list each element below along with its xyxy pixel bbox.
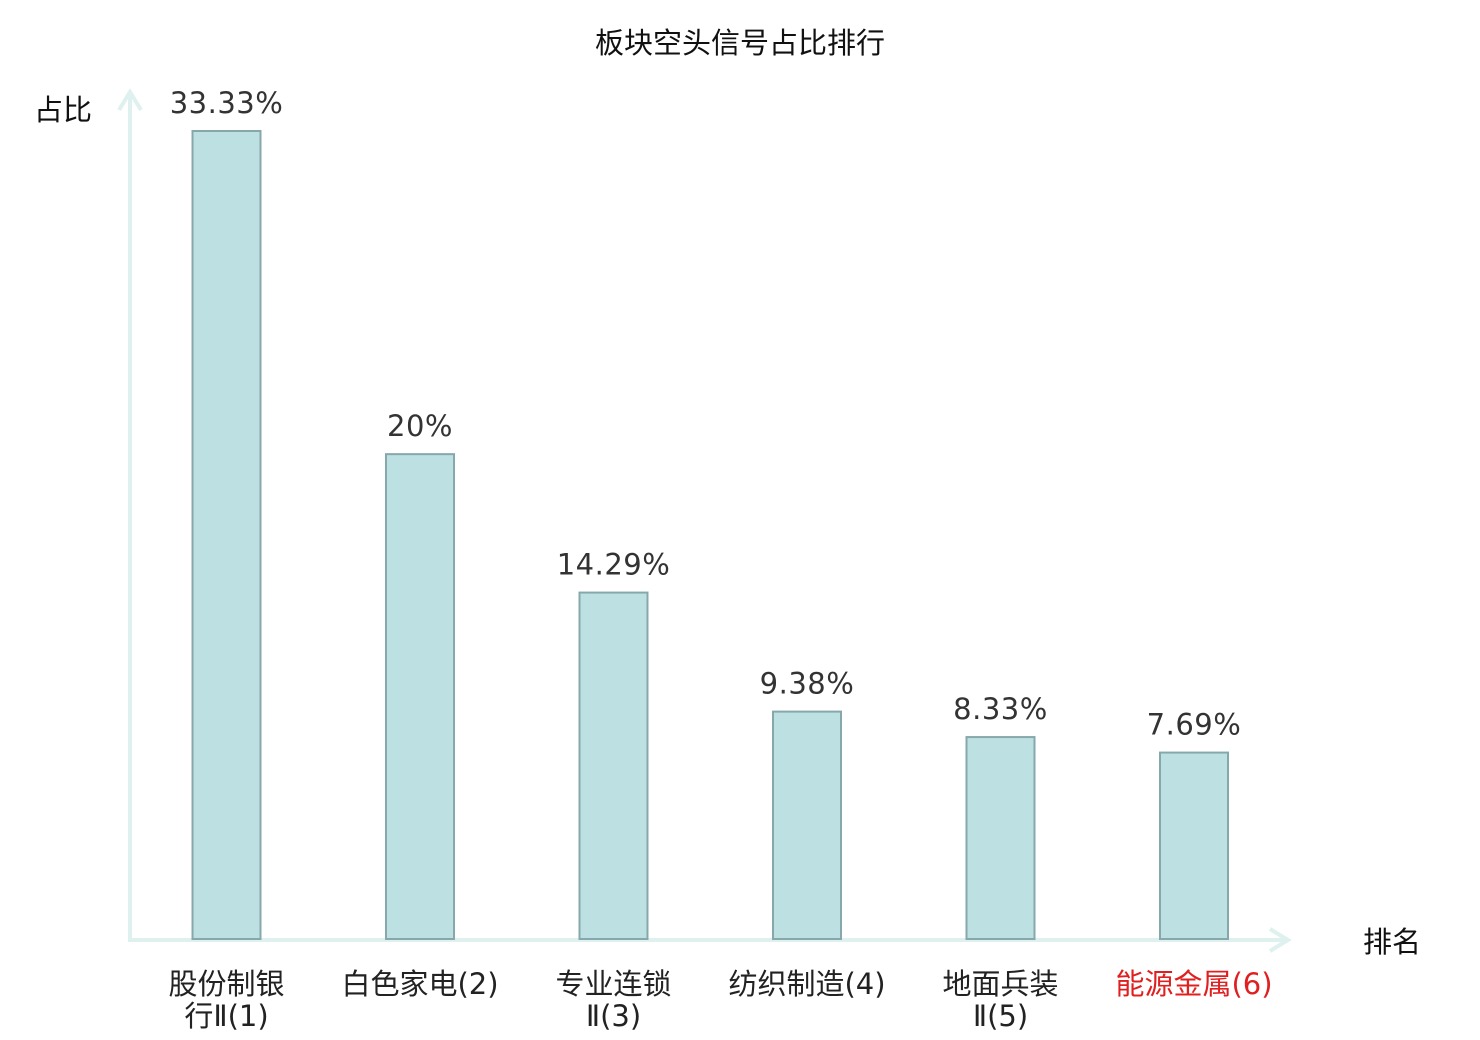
x-tick-label: Ⅱ(5)	[973, 999, 1028, 1033]
bar	[385, 453, 455, 940]
bar-value-label: 8.33%	[953, 692, 1048, 726]
bar	[578, 591, 649, 940]
x-tick-label: Ⅱ(3)	[586, 999, 641, 1033]
x-tick-label: 能源金属(6)	[1115, 967, 1272, 1001]
x-tick-label: 纺织制造(4)	[728, 967, 885, 1001]
bar	[1159, 751, 1229, 940]
y-axis-arrow	[117, 88, 143, 112]
x-tick-label: 白色家电(2)	[341, 967, 498, 1001]
bar	[772, 710, 842, 941]
bar-value-label: 20%	[387, 409, 453, 443]
bar	[965, 736, 1036, 940]
x-tick-label: 地面兵装	[942, 967, 1058, 1001]
bar-value-label: 9.38%	[760, 667, 855, 701]
x-tick-label: 股份制银	[168, 967, 284, 1001]
x-tick-label: 行Ⅱ(1)	[184, 999, 268, 1033]
x-tick-label: 专业连锁	[555, 967, 671, 1001]
x-axis-arrow	[1268, 927, 1292, 953]
y-axis-label: 占比	[34, 93, 92, 127]
bar-value-label: 7.69%	[1147, 708, 1242, 742]
chart-title: 板块空头信号占比排行	[595, 26, 885, 60]
bar-value-label: 33.33%	[170, 86, 284, 120]
bar-value-label: 14.29%	[557, 548, 671, 582]
bar	[191, 130, 262, 940]
x-axis-label: 排名	[1363, 925, 1421, 959]
